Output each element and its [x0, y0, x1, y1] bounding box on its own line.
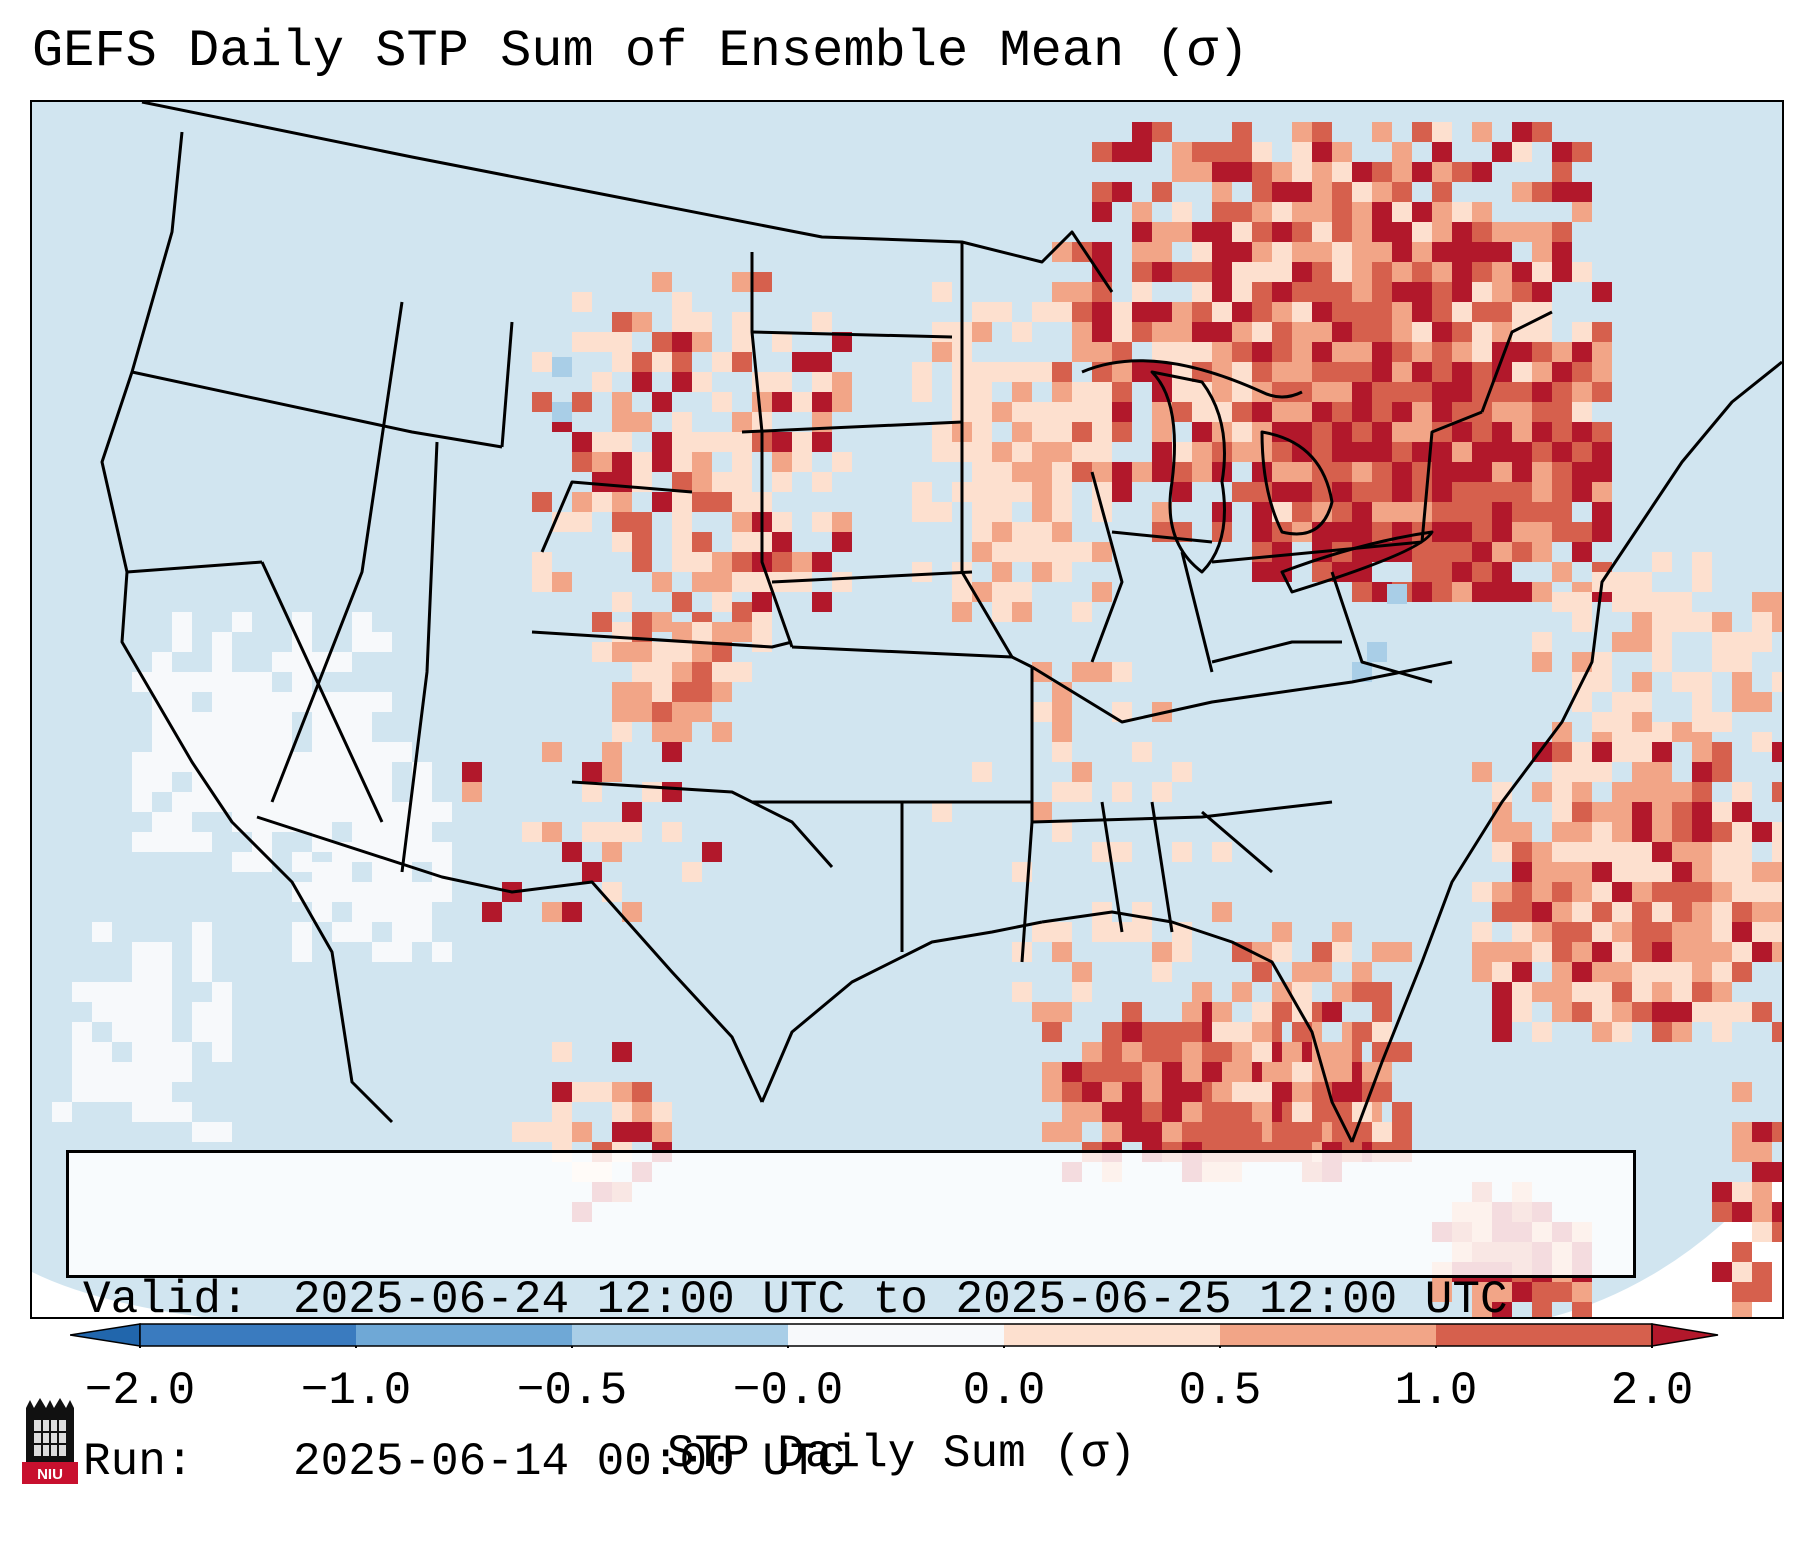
valid-run-box: Valid: 2025-06-24 12:00 UTC to 2025-06-25…	[66, 1150, 1636, 1488]
svg-text:NIU: NIU	[37, 1466, 63, 1483]
valid-label: Valid:	[83, 1274, 249, 1326]
boundary-line	[1031, 800, 1333, 824]
run-label: Run:	[83, 1436, 194, 1488]
valid-time: 2025-06-24 12:00 UTC to 2025-06-25 12:00…	[293, 1274, 1508, 1326]
boundary-line	[1350, 360, 1782, 1143]
boundary-line	[1090, 471, 1124, 663]
colorbar-extend-high	[1651, 1323, 1719, 1347]
boundary-line	[1420, 410, 1483, 543]
boundary-line	[1330, 571, 1433, 684]
colorbar-segment	[1220, 1324, 1436, 1346]
boundary-line	[760, 920, 1043, 1103]
colorbar-tick-label: 0.5	[1178, 1365, 1262, 1417]
boundary-line	[131, 370, 503, 449]
colorbar-segment	[572, 1324, 788, 1346]
boundary-line	[1211, 640, 1342, 664]
colorbar-tick-label: 2.0	[1610, 1365, 1694, 1417]
boundary-line	[1111, 530, 1213, 544]
boundary-line	[751, 330, 953, 339]
lake-huron	[1260, 430, 1334, 536]
boundary-line	[571, 780, 834, 868]
colorbar-segment	[140, 1324, 356, 1346]
colorbar-label: STP Daily Sum (σ)	[666, 1428, 1137, 1480]
boundary-line	[260, 561, 384, 823]
boundary-line	[1201, 810, 1273, 874]
boundary-line	[500, 321, 514, 448]
niu-logo: NIU	[22, 1398, 78, 1484]
boundary-line	[1180, 551, 1214, 673]
colorbar-segment	[356, 1324, 572, 1346]
colorbar-tick-label: 1.0	[1394, 1365, 1478, 1417]
boundary-line	[771, 570, 973, 584]
boundary-line	[270, 301, 404, 803]
chart-title: GEFS Daily STP Sum of Ensemble Mean (σ)	[32, 22, 1249, 81]
map-panel	[30, 100, 1784, 1319]
colorbar-tick-label: −0.0	[732, 1365, 844, 1417]
boundary-line	[741, 420, 963, 434]
lake-superior	[1081, 359, 1303, 399]
colorbar-segment	[788, 1324, 1004, 1346]
colorbar-tick-label: 0.0	[962, 1365, 1046, 1417]
colorbar-segment	[1004, 1324, 1220, 1346]
colorbar-segment	[1436, 1324, 1652, 1346]
colorbar	[70, 1323, 1719, 1348]
boundary-line	[1031, 660, 1453, 724]
boundary-line	[126, 560, 263, 574]
boundary-line	[400, 441, 439, 873]
colorbar-tick-label: −1.0	[300, 1365, 412, 1417]
boundary-line	[1041, 910, 1354, 1143]
boundary-line	[100, 131, 394, 1124]
run-time: 2025-06-14 00:00 UTC	[293, 1436, 846, 1488]
boundary-line	[1100, 801, 1124, 933]
lake-michigan	[1150, 370, 1226, 574]
colorbar-tick-label: −0.5	[516, 1365, 628, 1417]
boundary-line	[1150, 801, 1174, 933]
boundary-line	[540, 480, 693, 553]
map-canvas	[32, 102, 1782, 1317]
boundary-line	[531, 630, 793, 649]
boundary-line	[1211, 540, 1423, 564]
lake-erie	[1280, 530, 1434, 594]
colorbar-extend-low	[70, 1323, 141, 1347]
colorbar-tick-label: −2.0	[84, 1365, 196, 1417]
state-boundaries	[100, 102, 1782, 1143]
boundary-line	[1480, 310, 1553, 413]
stp-anomaly-field	[32, 102, 1782, 1317]
boundary-line	[256, 815, 764, 1103]
